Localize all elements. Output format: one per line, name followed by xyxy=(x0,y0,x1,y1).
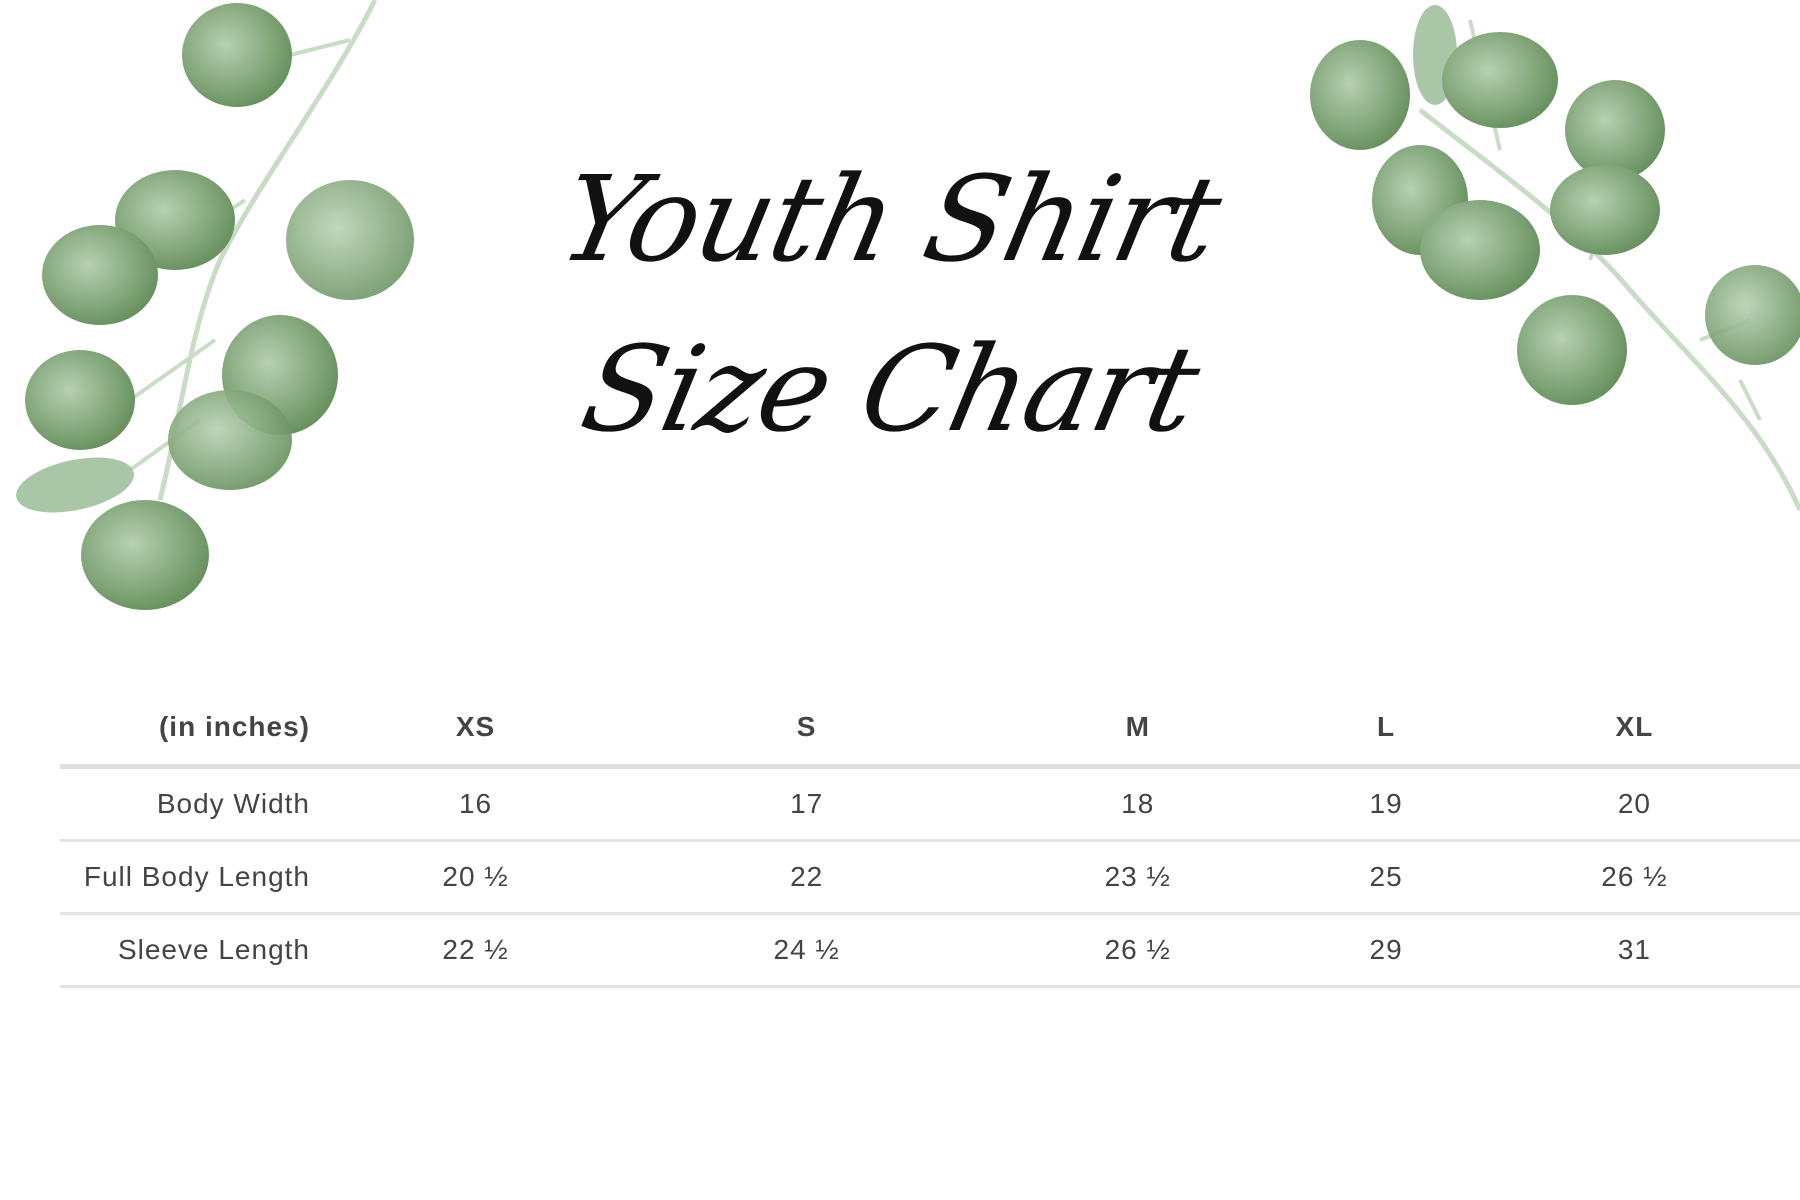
row-label: Body Width xyxy=(156,788,310,819)
cell: 26 ½ xyxy=(1104,934,1171,965)
eucalyptus-right-illustration xyxy=(1310,5,1800,512)
unit-label: (in inches) xyxy=(158,711,310,742)
cell: 19 xyxy=(1369,788,1403,819)
table-row: Body Width 16 17 18 19 20 xyxy=(60,767,1800,841)
cell: 31 xyxy=(1617,934,1652,965)
cell: 24 ½ xyxy=(773,934,840,965)
row-label: Full Body Length xyxy=(83,861,310,892)
size-header: M xyxy=(1125,711,1150,742)
size-header: XL xyxy=(1615,711,1654,742)
row-label: Sleeve Length xyxy=(117,934,310,965)
header-row: (in inches) XS S M L XL xyxy=(60,690,1800,767)
cell: 18 xyxy=(1121,788,1155,819)
cell: 26 ½ xyxy=(1601,861,1668,892)
cell: 25 xyxy=(1369,861,1403,892)
cell: 29 xyxy=(1369,934,1403,965)
cell: 20 ½ xyxy=(442,861,509,892)
title-line-2: Size Chart xyxy=(571,320,1209,458)
cell: 17 xyxy=(790,788,824,819)
eucalyptus-left-illustration xyxy=(16,0,414,610)
cell: 22 xyxy=(790,861,824,892)
size-chart-table: (in inches) XS S M L XL Body Width 16 17… xyxy=(60,690,1800,988)
cell: 23 ½ xyxy=(1104,861,1171,892)
cell: 22 ½ xyxy=(442,934,509,965)
table-row: Sleeve Length 22 ½ 24 ½ 26 ½ 29 31 xyxy=(60,914,1800,987)
cell: 20 xyxy=(1617,788,1652,819)
title-line-1: Youth Shirt xyxy=(549,150,1231,288)
size-header: XS xyxy=(455,711,496,742)
size-header: S xyxy=(796,711,817,742)
size-header: L xyxy=(1377,711,1396,742)
table-row: Full Body Length 20 ½ 22 23 ½ 25 26 ½ xyxy=(60,841,1800,914)
cell: 16 xyxy=(458,788,493,819)
